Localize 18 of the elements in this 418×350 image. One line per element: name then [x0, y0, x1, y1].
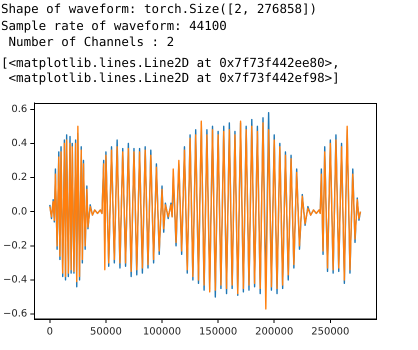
text: Shape of waveform: torch.Size([2, 276858])	[1, 1, 318, 18]
x-tick-label: 200000	[255, 326, 294, 338]
text: [<matplotlib.lines.Line2D at 0x7f73f442ee80>,	[1, 54, 341, 70]
text: Sample rate of waveform: 44100	[1, 18, 228, 34]
y-tick-label: −0.6	[2, 308, 28, 320]
y-tick-label: 0.4	[11, 138, 28, 150]
x-tick-label: 0	[46, 326, 53, 338]
y-tick-label: 0.0	[11, 206, 28, 218]
text: <matplotlib.lines.Line2D at 0x7f73f442ef98>]	[8, 70, 341, 86]
y-tick-label: −0.2	[2, 240, 28, 252]
x-tick-label: 250000	[311, 326, 350, 338]
x-tick-label: 50000	[90, 326, 122, 338]
text: Number of Channels : 2	[8, 34, 176, 50]
y-tick-label: −0.4	[2, 274, 28, 286]
x-tick-label: 100000	[142, 326, 182, 338]
x-tick-label: 150000	[199, 326, 238, 338]
y-tick-label: 0.2	[11, 172, 28, 184]
y-tick-label: 0.6	[11, 104, 28, 115]
